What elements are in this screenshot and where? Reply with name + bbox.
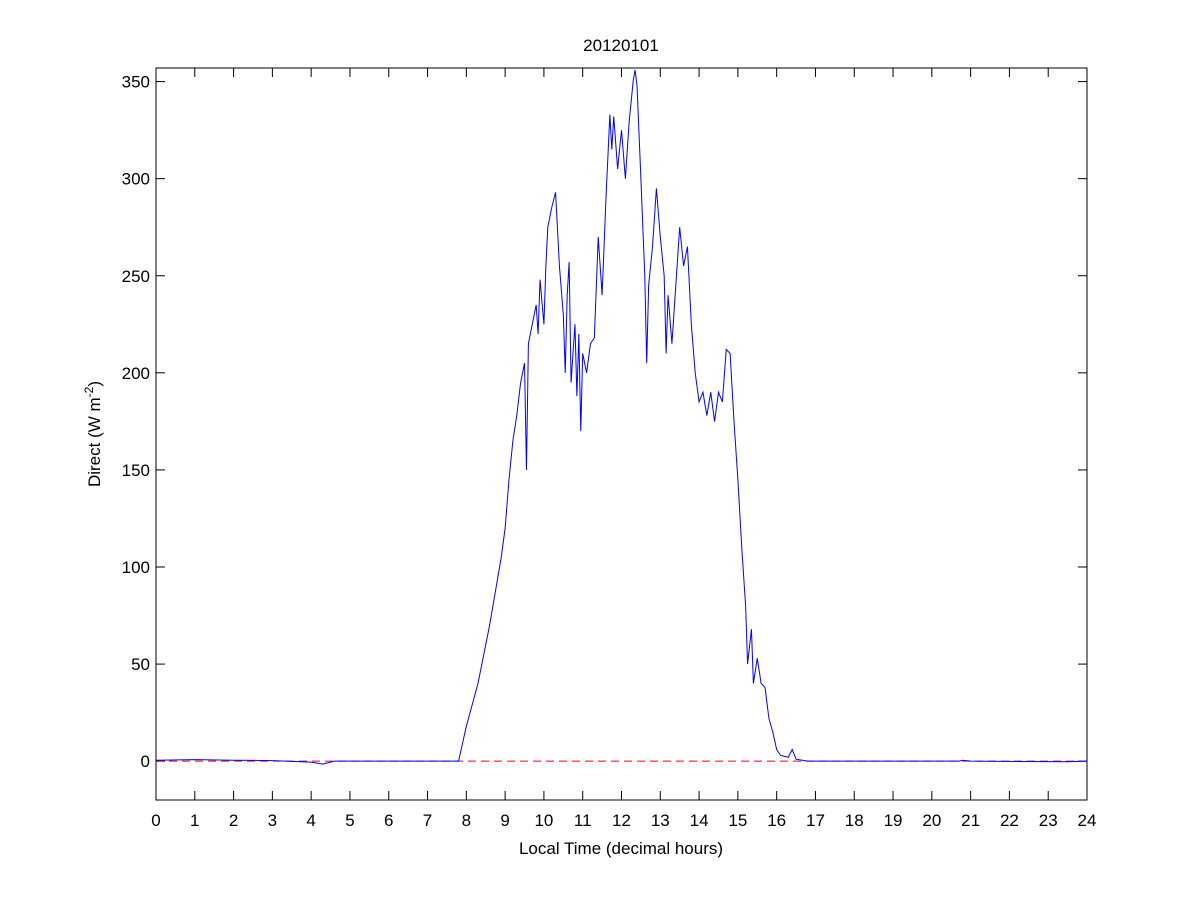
x-tick-label: 16: [767, 811, 786, 830]
x-axis-label: Local Time (decimal hours): [519, 839, 723, 858]
y-axis-label: Direct (W m-2): [82, 381, 104, 487]
plot-frame: [155, 67, 1088, 801]
x-tick-label: 12: [612, 811, 631, 830]
y-tick-label: 350: [122, 73, 150, 92]
x-tick-label: 7: [423, 811, 432, 830]
chart-title: 20120101: [583, 36, 659, 55]
x-tick-label: 3: [268, 811, 277, 830]
x-tick-label: 10: [534, 811, 553, 830]
x-tick-label: 22: [1000, 811, 1019, 830]
x-tick-label: 21: [961, 811, 980, 830]
y-label-text: Direct (W m: [85, 397, 104, 487]
x-tick-label: 24: [1078, 811, 1097, 830]
x-tick-label: 8: [462, 811, 471, 830]
x-tick-label: 5: [345, 811, 354, 830]
x-tick-label: 17: [806, 811, 825, 830]
x-tick-label: 2: [229, 811, 238, 830]
x-tick-label: 11: [574, 811, 592, 830]
x-tick-label: 1: [190, 811, 199, 830]
y-label-sup: -2: [82, 386, 96, 397]
x-tick-label: 20: [922, 811, 941, 830]
x-tick-label: 18: [845, 811, 864, 830]
y-tick-label: 300: [122, 170, 150, 189]
x-tick-label: 0: [151, 811, 160, 830]
x-tick-label: 14: [690, 811, 709, 830]
x-tick-label: 4: [306, 811, 315, 830]
y-tick-label: 150: [122, 461, 150, 480]
x-tick-label: 15: [728, 811, 747, 830]
y-tick-label: 50: [131, 655, 150, 674]
x-tick-label: 13: [651, 811, 670, 830]
y-tick-label: 0: [141, 752, 150, 771]
x-tick-label: 19: [884, 811, 903, 830]
y-label-end: ): [85, 381, 104, 387]
y-tick-label: 100: [122, 558, 150, 577]
x-tick-label: 9: [500, 811, 509, 830]
data-line: [155, 69, 1088, 765]
x-tick-label: 6: [384, 811, 393, 830]
y-tick-label: 250: [122, 267, 150, 286]
x-tick-label: 23: [1039, 811, 1058, 830]
y-tick-label: 200: [122, 364, 150, 383]
